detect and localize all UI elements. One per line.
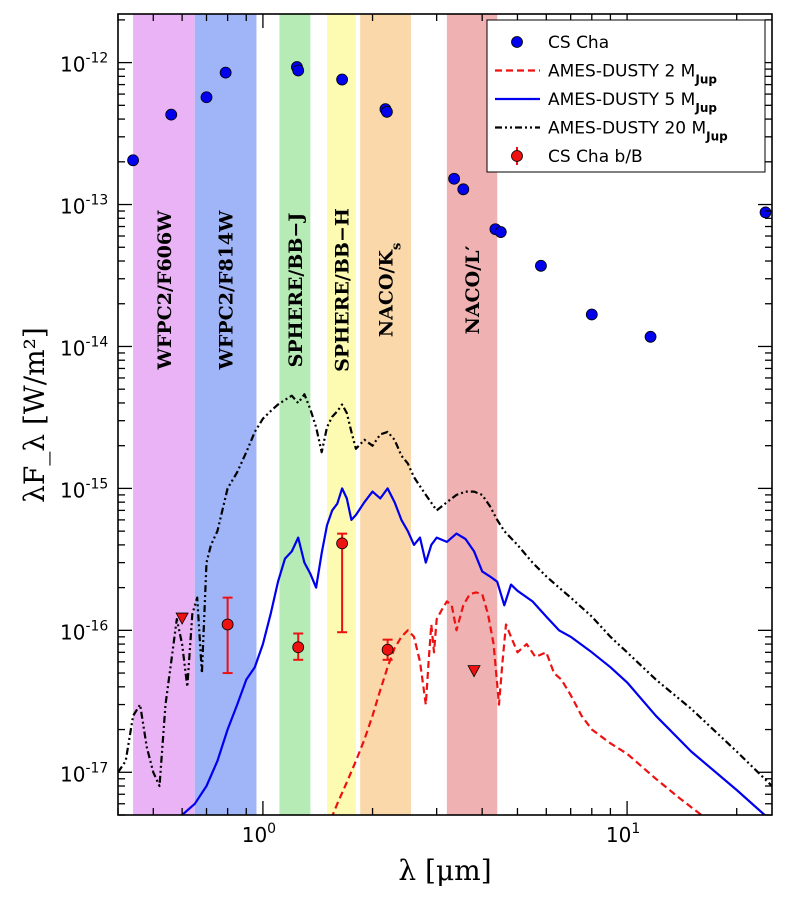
- y-tick-exp: -16: [85, 618, 108, 634]
- errorbar-point-1: [292, 641, 305, 654]
- band-label-sub: s: [389, 243, 404, 250]
- legend-label-text: CS Cha b/B: [548, 147, 643, 167]
- band-3: [327, 14, 356, 815]
- legend-label-text: AMES-DUSTY 20 M: [548, 119, 706, 139]
- band-label-1: WFPC2/F814W: [216, 210, 238, 371]
- band-label-0: WFPC2/F606W: [154, 210, 176, 371]
- legend-label-sub: Jup: [694, 73, 717, 87]
- legend-label-0: CS Cha: [548, 33, 609, 53]
- legend-marker-0: [511, 36, 523, 48]
- plot-frame: [117, 13, 773, 816]
- band-label-text: WFPC2/F814W: [216, 210, 238, 371]
- upper-limit-1: [467, 665, 481, 678]
- y-tick-base: 10: [60, 195, 85, 219]
- legend-label-sub: Jup: [694, 101, 717, 115]
- legend-label-1: AMES-DUSTY 2 MJup: [548, 62, 717, 87]
- point-0-14: [585, 308, 598, 321]
- y-tick-label-3: 10-14: [60, 334, 108, 360]
- point-0-0: [127, 154, 139, 167]
- point-0-8: [380, 105, 393, 118]
- band-4: [360, 14, 411, 815]
- line-1: [181, 487, 767, 815]
- y-tick-base: 10: [60, 762, 85, 786]
- y-tick-exp: -15: [85, 476, 108, 492]
- point-0-1: [165, 108, 178, 121]
- errorbar-point-0: [221, 618, 234, 631]
- x-tick-base: 10: [606, 823, 631, 847]
- band-label-text: NACO/L′: [462, 245, 484, 334]
- band-label-text: WFPC2/F606W: [154, 210, 176, 371]
- x-tick-label-0: 100: [242, 821, 276, 847]
- band-label-5: NACO/L′: [462, 245, 484, 334]
- point-0-13: [535, 259, 547, 272]
- legend-label-3: AMES-DUSTY 20 MJup: [548, 119, 728, 144]
- point-0-3: [219, 66, 232, 79]
- y-tick-label-4: 10-13: [60, 193, 108, 219]
- x-axis-label: λ [μm]: [398, 854, 491, 887]
- point-0-6: [336, 73, 349, 86]
- filter-bands: [133, 14, 498, 815]
- y-tick-base: 10: [60, 478, 85, 502]
- point-0-16: [759, 206, 772, 219]
- y-tick-base: 10: [60, 620, 85, 644]
- band-label-4: NACO/Ks: [376, 243, 405, 338]
- data-points: [127, 61, 772, 678]
- y-tick-exp: -17: [85, 760, 108, 776]
- legend-label-text: AMES-DUSTY 5 M: [548, 90, 695, 110]
- band-1: [194, 14, 257, 815]
- legend-box: [486, 19, 766, 173]
- point-0-5: [292, 64, 305, 77]
- legend-label-text: CS Cha: [548, 33, 609, 53]
- upper-limit-0: [175, 612, 189, 625]
- band-0: [133, 14, 195, 815]
- y-tick-exp: -14: [85, 334, 108, 350]
- y-tick-exp: -13: [85, 193, 108, 209]
- model-curves: [118, 393, 772, 815]
- legend-label-sub: Jup: [705, 130, 728, 144]
- x-tick-base: 10: [242, 823, 267, 847]
- y-tick-label-5: 10-12: [60, 51, 108, 77]
- errorbar-point-3: [381, 643, 394, 656]
- point-0-15: [644, 330, 657, 343]
- y-tick-label-0: 10-17: [60, 760, 108, 786]
- legend-label-4: CS Cha b/B: [548, 147, 643, 167]
- x-tick-exp: 0: [267, 821, 276, 837]
- y-tick-label-2: 10-15: [60, 476, 108, 502]
- band-label-text: SPHERE/BB−J: [285, 213, 307, 368]
- band-label-text: SPHERE/BB−H: [331, 208, 353, 372]
- legend-label-2: AMES-DUSTY 5 MJup: [548, 90, 717, 115]
- legend-marker-4: [511, 150, 523, 162]
- point-0-12: [494, 226, 507, 238]
- band-2: [279, 14, 311, 815]
- legend-label-text: AMES-DUSTY 2 M: [548, 62, 695, 82]
- x-tick-label-1: 101: [606, 821, 640, 847]
- y-tick-label-1: 10-16: [60, 618, 108, 644]
- errorbar-point-2: [336, 537, 349, 550]
- band-label-3: SPHERE/BB−H: [331, 208, 353, 372]
- y-tick-base: 10: [60, 53, 85, 77]
- line-0: [331, 591, 703, 815]
- x-tick-exp: 1: [631, 821, 640, 837]
- y-tick-base: 10: [60, 336, 85, 360]
- y-tick-exp: -12: [85, 51, 108, 67]
- point-0-9: [448, 172, 461, 185]
- band-labels: WFPC2/F606W WFPC2/F814W SPHERE/BB−J SPHERE/…: [154, 208, 484, 372]
- y-axis-label: λF_λ [W/m²]: [18, 327, 51, 503]
- band-label-text: NACO/K: [376, 249, 398, 338]
- point-0-10: [457, 183, 470, 196]
- point-0-2: [200, 91, 213, 104]
- band-label-2: SPHERE/BB−J: [285, 213, 307, 368]
